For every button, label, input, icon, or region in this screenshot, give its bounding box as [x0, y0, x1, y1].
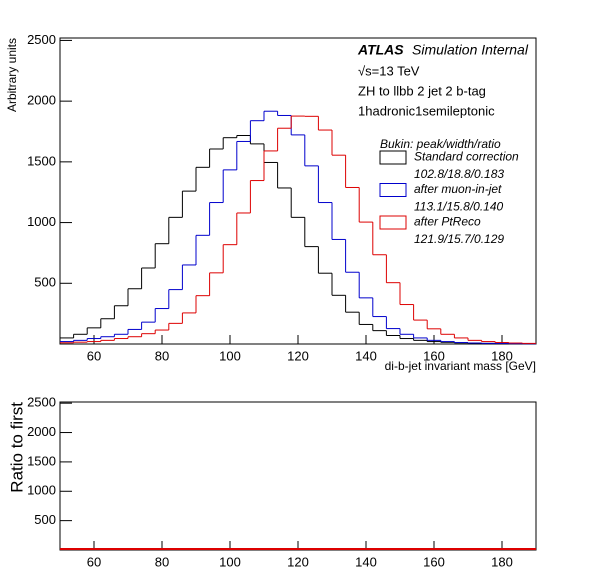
x-tick-label: 160	[423, 554, 445, 569]
x-tick-label: 160	[423, 348, 445, 363]
legend-fit: 121.9/15.7/0.129	[414, 232, 504, 246]
legend-label: after muon-in-jet	[414, 182, 502, 196]
y-axis-label: Ratio to first	[7, 402, 26, 493]
legend-label: Standard correction	[414, 150, 519, 164]
y-axis-label: Arbitrary units	[5, 38, 19, 112]
x-tick-label: 80	[155, 554, 169, 569]
legend-label: after PtReco	[414, 215, 481, 229]
status: Simulation Internal	[412, 42, 529, 58]
x-tick-label: 180	[491, 348, 513, 363]
y-tick-label: 500	[34, 275, 56, 290]
x-tick-label: 180	[491, 554, 513, 569]
x-tick-label: 60	[87, 554, 101, 569]
y-tick-label: 2500	[27, 395, 56, 410]
legend-swatch	[379, 150, 407, 165]
x-tick-label: 120	[287, 554, 309, 569]
y-tick-label: 2000	[27, 424, 56, 439]
y-tick-label: 1500	[27, 153, 56, 168]
x-tick-label: 80	[155, 348, 169, 363]
x-tick-label: 120	[287, 348, 309, 363]
experiment: ATLAS	[357, 42, 404, 58]
annotation: √s=13 TeV	[358, 63, 420, 78]
legend-fit: 113.1/15.8/0.140	[414, 200, 504, 214]
legend-swatch	[379, 215, 407, 230]
x-tick-label: 140	[355, 348, 377, 363]
y-tick-label: 1000	[27, 214, 56, 229]
x-tick-label: 100	[219, 348, 241, 363]
annotation: 1hadronic1semileptonic	[358, 103, 495, 118]
y-tick-label: 500	[34, 512, 56, 527]
legend-fit: 102.8/18.8/0.183	[414, 167, 504, 181]
x-tick-label: 140	[355, 554, 377, 569]
x-tick-label: 60	[87, 348, 101, 363]
y-tick-label: 2500	[27, 32, 56, 47]
legend-title: Bukin: peak/width/ratio	[380, 137, 501, 151]
y-tick-label: 2000	[27, 93, 56, 108]
y-tick-label: 1000	[27, 483, 56, 498]
x-axis-label: di-b-jet invariant mass [GeV]	[385, 359, 536, 373]
annotation: ZH to llbb 2 jet 2 b-tag	[358, 83, 486, 98]
y-tick-label: 1500	[27, 453, 56, 468]
x-tick-label: 100	[219, 554, 241, 569]
legend-swatch	[379, 183, 407, 197]
